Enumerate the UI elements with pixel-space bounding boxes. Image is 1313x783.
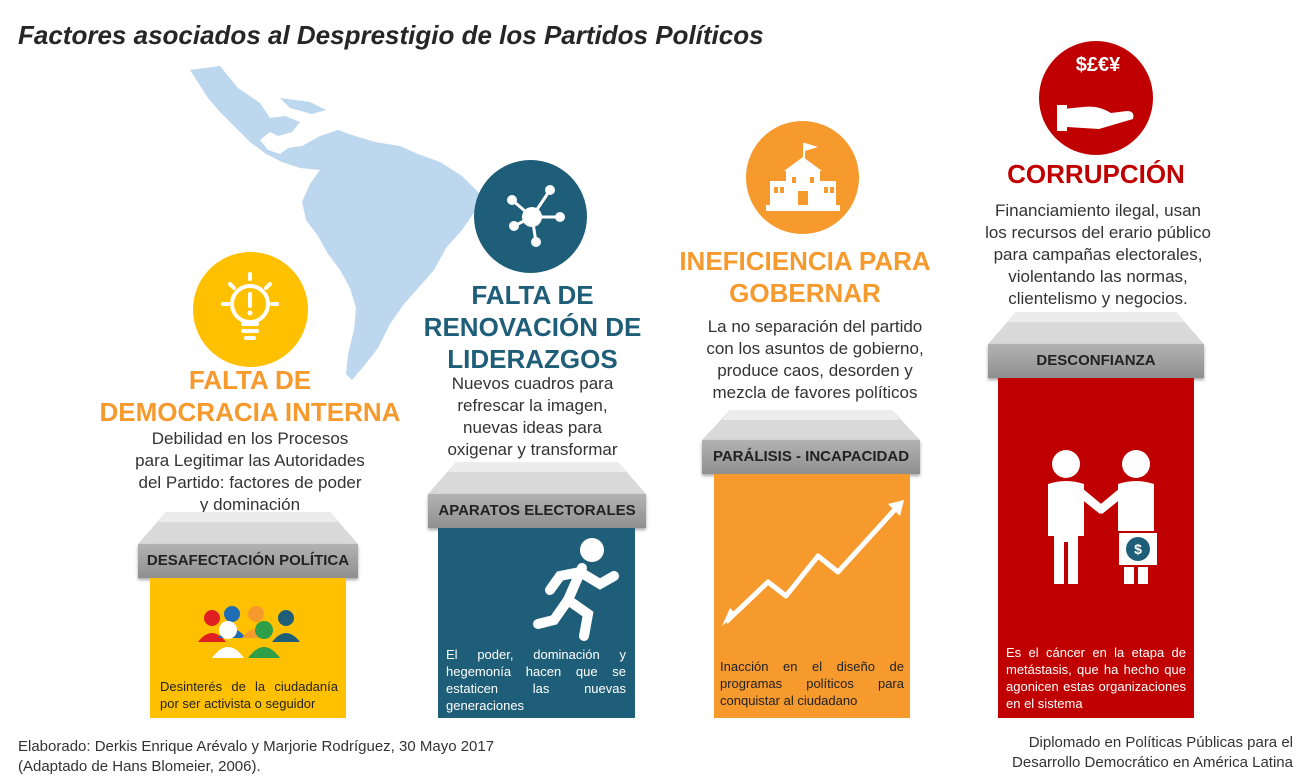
lightbulb-icon-circle	[193, 252, 308, 367]
roof-democracia	[138, 512, 358, 544]
pillar-democracia: Desinterés de la ciudadanía por ser acti…	[150, 578, 346, 718]
running-person-icon	[533, 538, 619, 641]
category-title-democracia: FALTA DE DEMOCRACIA INTERNA	[99, 365, 401, 427]
description-democracia: Debilidad en los Procesos para Legitimar…	[135, 429, 365, 514]
band-desconfianza: DESCONFIANZA	[988, 344, 1204, 378]
band-aparatos-electorales: APARATOS ELECTORALES	[428, 494, 646, 528]
category-title-ineficiencia: INEFICIENCIA PARA GOBERNAR	[679, 246, 931, 308]
lightbulb-icon	[221, 272, 279, 340]
pillar-corrupcion: $ Es el cáncer en la etapa de metástasis…	[998, 378, 1194, 718]
pillar-text-democracia: Desinterés de la ciudadanía por ser acti…	[160, 679, 338, 711]
band-paralisis: PARÁLISIS - INCAPACIDAD	[702, 440, 920, 474]
government-building-icon	[766, 143, 840, 211]
pillar-renovacion: El poder, dominación y hegemonía hacen q…	[438, 528, 635, 718]
roof-ineficiencia	[702, 410, 920, 440]
pillar-text-corrupcion: Es el cáncer en la etapa de metástasis, …	[1006, 645, 1186, 711]
description-corrupcion: Financiamiento ilegal, usan los recursos…	[985, 201, 1211, 308]
page-title: Factores asociados al Desprestigio de lo…	[18, 20, 764, 50]
footer-credits: Elaborado: Derkis Enrique Arévalo y Marj…	[18, 738, 495, 775]
latin-america-map	[190, 66, 480, 380]
description-renovacion: Nuevos cuadros para refrescar la imagen,…	[447, 374, 618, 459]
category-title-corrupcion: CORRUPCIÓN	[1007, 159, 1185, 189]
pillar-text-ineficiencia: Inacción en el diseño de programas polít…	[720, 659, 904, 708]
svg-text:$: $	[1134, 541, 1142, 557]
footer-program: Diplomado en Políticas Públicas para el …	[1012, 734, 1293, 771]
roof-renovacion	[428, 462, 646, 494]
band-desafectacion: DESAFECTACIÓN POLÍTICA	[138, 544, 358, 578]
pillar-text-renovacion: El poder, dominación y hegemonía hacen q…	[446, 647, 626, 713]
currency-symbols: $£€¥	[1075, 54, 1121, 76]
category-title-renovacion: FALTA DE RENOVACIÓN DE LIDERAZGOS	[423, 280, 642, 374]
network-icon	[507, 185, 565, 247]
network-icon-circle	[474, 160, 587, 273]
roof-corrupcion	[988, 312, 1204, 344]
description-ineficiencia: La no separación del partido con los asu…	[706, 317, 924, 402]
government-building-icon-circle	[746, 121, 859, 234]
money-hand-icon	[1057, 105, 1134, 131]
zigzag-arrow-icon	[722, 500, 904, 626]
money-hand-icon-circle: $£€¥	[1039, 41, 1153, 155]
pillar-ineficiencia: Inacción en el diseño de programas polít…	[714, 474, 910, 718]
people-group-icon	[198, 606, 300, 658]
handshake-bribe-icon: $	[1048, 450, 1159, 584]
